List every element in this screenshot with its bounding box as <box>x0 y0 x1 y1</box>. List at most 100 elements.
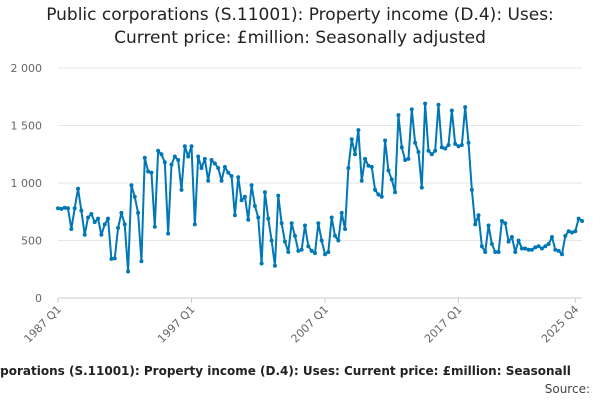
data-point <box>269 238 274 243</box>
data-point <box>316 221 321 226</box>
data-point <box>236 175 241 180</box>
data-point <box>242 194 247 199</box>
data-point <box>443 146 448 151</box>
data-point <box>222 164 227 169</box>
data-point <box>129 183 134 188</box>
data-point <box>483 250 488 254</box>
data-point <box>202 156 207 161</box>
footer-source-label: Source: <box>544 382 590 396</box>
data-point <box>286 250 291 254</box>
data-point <box>162 160 167 165</box>
y-tick-label: 1 000 <box>11 177 43 190</box>
data-point <box>516 238 521 243</box>
data-point <box>196 154 201 159</box>
data-point <box>439 145 444 150</box>
data-point <box>369 164 374 169</box>
data-point <box>536 244 541 249</box>
data-point <box>413 140 418 145</box>
data-point <box>282 239 287 244</box>
data-point <box>182 144 187 149</box>
data-point <box>59 206 64 211</box>
data-point <box>229 174 234 179</box>
data-point <box>266 216 271 221</box>
data-point <box>296 248 301 253</box>
data-point <box>192 222 197 227</box>
data-point <box>519 246 524 251</box>
data-point <box>292 233 297 238</box>
data-point <box>76 186 81 191</box>
data-point <box>446 143 451 148</box>
data-point <box>479 244 484 249</box>
data-point <box>399 145 404 150</box>
data-point <box>409 107 414 112</box>
y-tick-label: 2 000 <box>11 62 43 75</box>
data-point <box>329 215 334 220</box>
data-point <box>66 206 71 211</box>
data-point <box>576 216 581 221</box>
data-point <box>349 137 354 142</box>
data-point <box>122 222 127 227</box>
data-point <box>299 247 304 252</box>
data-point <box>166 231 171 236</box>
data-point <box>429 152 434 157</box>
data-point <box>79 208 84 213</box>
data-point <box>473 222 478 227</box>
data-point <box>566 229 571 234</box>
data-point <box>149 170 154 175</box>
data-point <box>246 217 251 222</box>
data-point <box>343 227 348 231</box>
data-point <box>426 148 431 153</box>
data-point <box>499 218 504 223</box>
data-point <box>389 177 394 182</box>
data-point <box>109 256 114 261</box>
data-point <box>356 128 361 133</box>
chart-title: Public corporations (S.11001): Property … <box>0 4 600 50</box>
data-point <box>139 259 144 264</box>
data-point <box>526 247 531 252</box>
data-point <box>106 216 111 221</box>
data-point <box>453 141 458 146</box>
data-point <box>436 102 441 107</box>
data-point <box>142 155 147 160</box>
data-point <box>69 227 74 231</box>
data-point <box>199 166 204 171</box>
data-point <box>333 233 338 238</box>
y-tick-label: 500 <box>21 235 42 248</box>
data-point <box>312 251 317 256</box>
chart-title-line-2: Current price: £million: Seasonally adju… <box>114 28 486 48</box>
data-point <box>212 161 217 166</box>
data-point <box>539 246 544 251</box>
data-point <box>396 113 401 118</box>
data-point <box>319 238 324 243</box>
data-point <box>276 193 281 198</box>
data-point <box>89 212 94 217</box>
y-tick-label: 1 500 <box>11 120 43 133</box>
data-point <box>112 256 117 261</box>
data-point <box>363 156 368 161</box>
data-point <box>383 138 388 143</box>
data-point <box>169 162 174 167</box>
footer-caption: orporations (S.11001): Property income (… <box>0 364 571 378</box>
data-point <box>463 105 468 110</box>
data-point <box>523 246 528 251</box>
data-point <box>533 245 538 250</box>
data-point <box>386 168 391 173</box>
data-point <box>179 187 184 192</box>
data-point <box>159 152 164 157</box>
data-point <box>493 250 498 254</box>
data-point <box>366 163 371 168</box>
data-point <box>376 192 381 197</box>
data-point <box>156 148 161 153</box>
data-point <box>489 241 494 246</box>
data-point <box>272 263 277 268</box>
data-point <box>546 241 551 246</box>
data-point <box>132 194 137 199</box>
data-point <box>146 169 151 174</box>
data-point <box>172 154 177 159</box>
x-tick-label: 2017 Q1 <box>422 303 465 346</box>
data-point <box>513 250 518 254</box>
data-point <box>206 178 211 183</box>
x-tick-label: 1987 Q1 <box>22 303 65 346</box>
data-point <box>102 222 107 227</box>
data-point <box>476 213 481 218</box>
